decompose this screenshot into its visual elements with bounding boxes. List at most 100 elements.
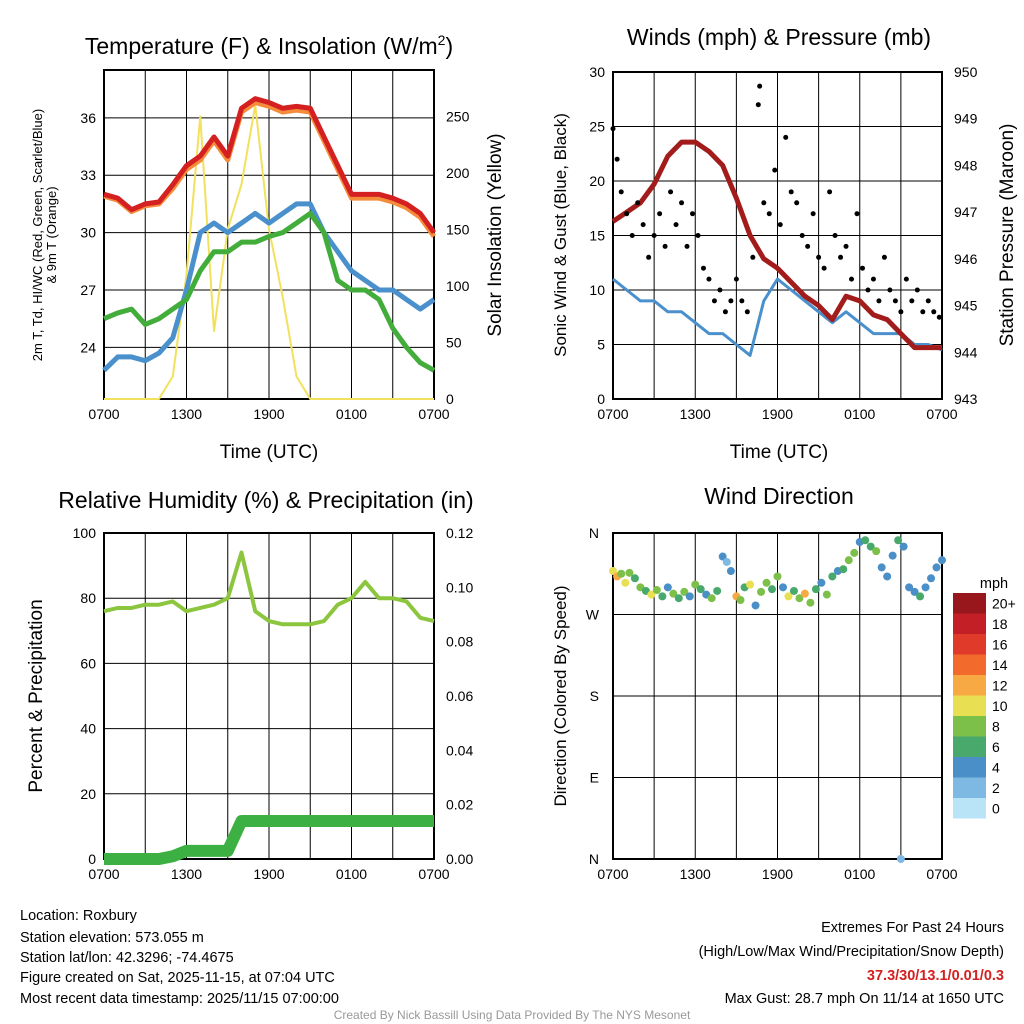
wdir-point <box>713 586 722 595</box>
colorbar-label: 16 <box>992 636 1008 652</box>
temp-series-2m-t <box>103 96 437 235</box>
gust-point <box>931 309 937 315</box>
wdir-point <box>674 594 683 603</box>
winds-ytick: 30 <box>589 64 605 80</box>
rh-ytick: 100 <box>73 525 97 541</box>
winds-ytick: 15 <box>589 228 605 244</box>
colorbar-label: 12 <box>992 677 1008 693</box>
wdir-point <box>621 578 630 587</box>
wdir-point <box>888 551 897 560</box>
wdir-point <box>916 592 925 601</box>
gust-point <box>788 189 794 195</box>
wdir-point <box>751 601 760 610</box>
gust-point <box>629 233 635 238</box>
wdir-point <box>872 547 881 556</box>
colorbar-label: 6 <box>992 739 1000 755</box>
gust-point <box>849 276 855 282</box>
wdir-point <box>894 536 903 545</box>
gust-point <box>614 156 620 162</box>
temp-ylabel-right: Solar Insolation (Yellow) <box>485 133 506 336</box>
gust-point <box>783 134 789 140</box>
temp-series-td <box>102 201 436 373</box>
wdir-point <box>921 583 930 592</box>
temp-xtick: 0100 <box>336 406 367 422</box>
temp-ytick-right: 100 <box>446 278 470 294</box>
wdir-point <box>768 585 777 594</box>
wdir-point <box>778 583 787 592</box>
wdir-point <box>630 574 639 583</box>
temp-ytick: 33 <box>80 167 96 183</box>
gust-point <box>706 276 712 282</box>
temp-title: Temperature (F) & Insolation (W/m2) <box>85 32 453 59</box>
winds-ylabel: Sonic Wind & Gust (Blue, Black) <box>551 113 570 357</box>
wdir-point <box>707 594 716 603</box>
gust-point <box>920 309 926 315</box>
gust-point <box>898 309 904 315</box>
rh-line <box>103 550 435 627</box>
temp-ytick: 36 <box>80 110 96 126</box>
temp-ylabel-1: 2m T, Td, HI/WC (Red, Green, Scarlet/Blu… <box>30 109 45 361</box>
rh-ytick-right: 0.08 <box>446 634 473 650</box>
footer-latlon: Station lat/lon: 42.3296; -74.4675 <box>20 950 234 966</box>
rh-ytick-right: 0.02 <box>446 797 473 813</box>
wdir-point <box>617 569 626 578</box>
wdir-point <box>789 586 798 595</box>
winds-ytick: 25 <box>589 119 605 135</box>
gust-point <box>777 222 783 228</box>
pressure-line <box>611 139 942 351</box>
gust-point <box>816 254 822 260</box>
gust-point <box>876 298 882 304</box>
wdir-point <box>647 590 656 599</box>
temp-xtick: 0700 <box>88 406 119 422</box>
colorbar-label: 20+ <box>992 595 1016 611</box>
wdir-point <box>806 598 815 607</box>
wdir-point <box>861 536 870 545</box>
wdir-point <box>795 594 804 603</box>
wdir-point <box>932 563 941 572</box>
wdir-point <box>663 583 672 592</box>
wdir-point <box>609 567 617 576</box>
wdir-point <box>685 592 694 601</box>
gust-point <box>662 243 668 249</box>
extremes-values: 37.3/30/13.1/0.01/0.3 <box>867 968 1004 984</box>
gust-point <box>936 314 942 320</box>
rh-ytick: 60 <box>80 655 96 671</box>
wdir-point <box>844 556 853 565</box>
gust-point <box>711 298 717 304</box>
gust-point <box>914 287 920 293</box>
wdir-point <box>866 542 875 551</box>
gust-point <box>755 102 761 108</box>
temp-ytick-right: 200 <box>446 165 470 181</box>
winds-title: Winds (mph) & Pressure (mb) <box>627 24 931 50</box>
colorbar-label: 10 <box>992 698 1008 714</box>
wdir-ytick: S <box>590 688 599 704</box>
rh-title: Relative Humidity (%) & Precipitation (i… <box>58 487 473 513</box>
colorbar-label: 18 <box>992 616 1008 632</box>
footer-elevation: Station elevation: 573.055 m <box>20 930 204 946</box>
temp-ytick-right: 250 <box>446 108 470 124</box>
max-gust: Max Gust: 28.7 mph On 11/14 at 1650 UTC <box>725 991 1004 1007</box>
wdir-point <box>883 572 892 581</box>
wdir-point <box>839 565 848 574</box>
winds-ytick-right: 945 <box>954 298 978 314</box>
winds-ytick: 5 <box>597 337 605 353</box>
temp-ytick-right: 50 <box>446 334 462 350</box>
wdir-xtick: 0700 <box>926 866 957 882</box>
gust-point <box>892 298 898 304</box>
rh-xtick: 0100 <box>336 866 367 882</box>
wdir-point <box>828 572 837 581</box>
gust-point <box>624 211 630 217</box>
winds-ytick-right: 948 <box>954 157 978 173</box>
wdir-ytick: W <box>586 607 600 623</box>
gust-point <box>794 200 800 206</box>
gust-point <box>722 309 728 315</box>
wdir-ytick: E <box>590 770 599 786</box>
gust-point <box>757 83 763 89</box>
winds-xtick: 1300 <box>680 406 711 422</box>
temp-ytick-right: 0 <box>446 391 454 407</box>
colorbar-label: 14 <box>992 657 1008 673</box>
gust-point <box>744 309 750 315</box>
winds-ytick-right: 947 <box>954 204 978 220</box>
wdir-point <box>722 557 731 566</box>
gust-point <box>903 276 909 282</box>
